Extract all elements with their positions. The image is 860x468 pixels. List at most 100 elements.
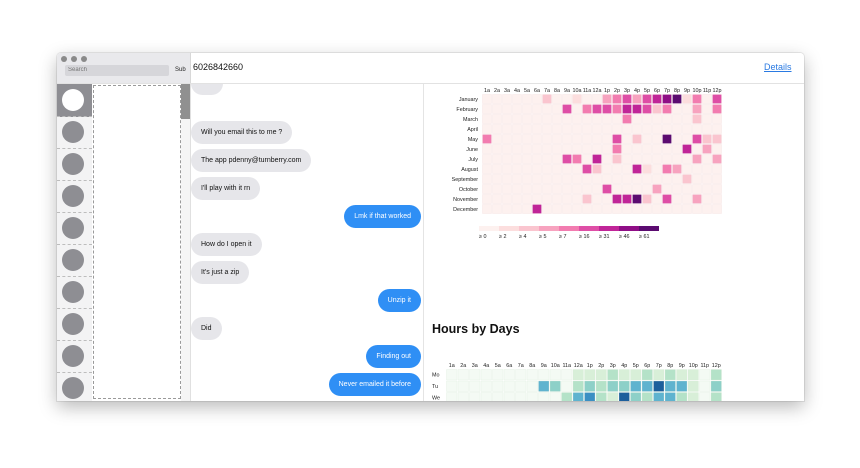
- avatar: [62, 313, 84, 335]
- heatmap-cell: [692, 124, 702, 134]
- hour-label: 12a: [574, 363, 583, 369]
- heatmap-cell: [480, 380, 492, 392]
- heatmap-cell: [692, 194, 702, 204]
- contact-item[interactable]: [57, 116, 92, 149]
- search-input[interactable]: [65, 65, 169, 76]
- heatmap-cell: [692, 164, 702, 174]
- heatmap-cell: [446, 369, 458, 381]
- stats-panel[interactable]: 1a 2a 3a 4a 5a 6a 7a 8a 9a 10a 11a 12a 1p 2p 3p 4p 5p 6p 7…: [424, 84, 804, 401]
- hour-label: 4a: [483, 363, 489, 369]
- close-window-button[interactable]: [61, 56, 67, 62]
- avatar: [62, 121, 84, 143]
- legend-label: ≥ 2: [499, 234, 506, 240]
- sidebar-scrollbar[interactable]: [181, 84, 190, 401]
- heatmap-cell: [492, 114, 502, 124]
- heatmap-cell: [572, 392, 584, 401]
- contact-item[interactable]: [57, 180, 92, 213]
- heatmap-cell: [622, 204, 632, 214]
- app-window: Sub 6026842660 Details Will you email th…: [57, 53, 804, 401]
- heatmap-cell: [712, 114, 722, 124]
- heatmap-cell: [622, 104, 632, 114]
- heatmap-cell: [592, 104, 602, 114]
- legend-label: ≥ 4: [519, 234, 526, 240]
- message-thread[interactable]: Will you email this to me ? The app pdenn…: [191, 84, 424, 401]
- submit-button[interactable]: Sub: [175, 67, 186, 73]
- heatmap-cell: [672, 114, 682, 124]
- hour-label: 2p: [614, 88, 620, 94]
- heatmap-cell: [642, 134, 652, 144]
- heatmap-cell: [562, 204, 572, 214]
- heatmap-cell: [699, 392, 711, 401]
- legend-label: ≥ 46: [619, 234, 629, 240]
- heatmap-cell: [532, 104, 542, 114]
- heatmap-cell: [672, 144, 682, 154]
- maximize-window-button[interactable]: [81, 56, 87, 62]
- hour-label: 6a: [534, 88, 540, 94]
- heatmap-cell: [522, 194, 532, 204]
- heatmap-cell: [502, 174, 512, 184]
- heatmap-cell: [562, 174, 572, 184]
- heatmap-cell: [702, 164, 712, 174]
- heatmap-cell: [492, 164, 502, 174]
- heatmap-cell: [612, 94, 622, 104]
- heatmap-cell: [522, 204, 532, 214]
- heatmap-cell: [572, 134, 582, 144]
- contact-item[interactable]: [57, 212, 92, 245]
- heatmap-cell: [512, 154, 522, 164]
- hours-by-month-heatmap: 1a 2a 3a 4a 5a 6a 7a 8a 9a 10a 11a 12a 1p 2p 3p 4p 5p 6p 7…: [452, 88, 722, 240]
- heatmap-cell: [482, 114, 492, 124]
- contact-item[interactable]: [57, 244, 92, 277]
- contact-item[interactable]: [57, 276, 92, 309]
- month-label: June: [466, 147, 478, 153]
- contact-item[interactable]: [57, 308, 92, 341]
- heatmap-cell: [582, 174, 592, 184]
- heatmap-cell: [612, 204, 622, 214]
- heatmap-cell: [592, 164, 602, 174]
- hour-label: 2p: [598, 363, 604, 369]
- details-link[interactable]: Details: [764, 62, 792, 72]
- heatmap-cell: [642, 104, 652, 114]
- avatar: [62, 345, 84, 367]
- heatmap-cell: [542, 134, 552, 144]
- scrollbar-thumb[interactable]: [181, 84, 190, 119]
- heatmap-cell: [652, 124, 662, 134]
- heatmap-cell: [652, 114, 662, 124]
- heatmap-cell: [562, 144, 572, 154]
- heatmap-cell: [607, 380, 619, 392]
- heatmap-cell: [602, 124, 612, 134]
- heatmap-cell: [662, 204, 672, 214]
- heatmap-cell: [662, 124, 672, 134]
- hour-label: 6p: [644, 363, 650, 369]
- heatmap-cell: [630, 392, 642, 401]
- heatmap-cell: [542, 104, 552, 114]
- contact-item[interactable]: [57, 372, 92, 401]
- contact-item[interactable]: [57, 148, 92, 181]
- minimize-window-button[interactable]: [71, 56, 77, 62]
- heatmap-cell: [532, 134, 542, 144]
- heatmap-cell: [582, 94, 592, 104]
- hour-label: 1a: [449, 363, 455, 369]
- heatmap-cell: [652, 174, 662, 184]
- heatmap-cell: [512, 204, 522, 214]
- heatmap-cell: [692, 154, 702, 164]
- heatmap-cell: [662, 184, 672, 194]
- heatmap-cell: [712, 204, 722, 214]
- heatmap-cell: [699, 380, 711, 392]
- heatmap-cell: [572, 124, 582, 134]
- heatmap-cell: [532, 184, 542, 194]
- heatmap-cell: [622, 194, 632, 204]
- heatmap-cell: [712, 174, 722, 184]
- hour-label: 1p: [587, 363, 593, 369]
- heatmap-cell: [503, 392, 515, 401]
- heatmap-cell: [562, 184, 572, 194]
- heatmap-cell: [492, 204, 502, 214]
- contact-item[interactable]: [57, 84, 92, 117]
- contact-item[interactable]: [57, 340, 92, 373]
- heatmap-cell: [692, 114, 702, 124]
- avatar: [62, 185, 84, 207]
- heatmap-cell: [687, 369, 699, 381]
- heatmap-cell: [632, 164, 642, 174]
- hour-label: 5p: [644, 88, 650, 94]
- heatmap-cell: [712, 164, 722, 174]
- hour-label: 3p: [624, 88, 630, 94]
